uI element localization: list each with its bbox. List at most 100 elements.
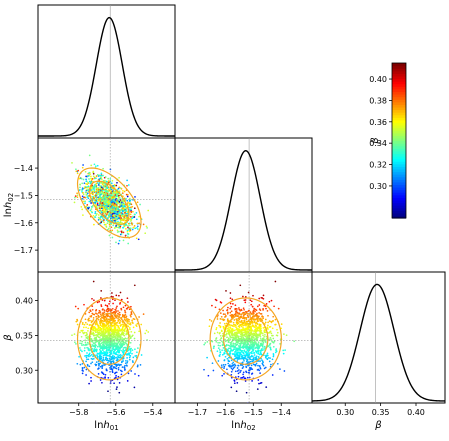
scatter-point	[90, 189, 93, 191]
scatter-point	[114, 348, 117, 350]
scatter-point	[239, 344, 242, 347]
scatter-point	[272, 337, 275, 340]
scatter-point	[269, 343, 271, 345]
scatter-point	[107, 376, 110, 379]
scatter-point	[96, 301, 99, 304]
scatter-point	[120, 217, 123, 219]
scatter-point	[275, 334, 278, 337]
scatter-point	[119, 187, 122, 189]
scatter-point	[91, 305, 94, 307]
scatter-point	[123, 197, 126, 200]
scatter-point	[114, 212, 117, 215]
scatter-point	[95, 182, 98, 185]
x-tick-label: −5.8	[69, 408, 88, 417]
scatter-point	[110, 214, 112, 216]
scatter-point	[230, 373, 233, 376]
scatter-point	[117, 215, 119, 218]
scatter-point	[96, 200, 98, 203]
scatter-point	[106, 340, 108, 343]
scatter-point	[95, 196, 98, 199]
x-tick-label: 0.35	[372, 408, 390, 417]
scatter-point	[110, 352, 113, 354]
colorbar-segment	[392, 179, 406, 183]
scatter-point	[232, 367, 235, 370]
scatter-point	[102, 219, 105, 222]
scatter-point	[98, 205, 101, 208]
scatter-point	[86, 337, 89, 340]
scatter-point	[95, 328, 98, 330]
scatter-point	[97, 216, 100, 219]
scatter-point	[252, 363, 255, 366]
scatter-point	[257, 343, 259, 346]
scatter-point	[105, 359, 108, 362]
scatter-point	[100, 347, 102, 349]
scatter-point	[90, 380, 92, 382]
scatter-point	[90, 376, 92, 379]
scatter-point	[274, 318, 277, 321]
scatter-point	[226, 320, 229, 322]
scatter-point	[293, 340, 296, 343]
scatter-point	[117, 312, 119, 315]
scatter-point	[127, 372, 130, 375]
scatter-point	[261, 363, 264, 366]
scatter-point	[121, 314, 124, 316]
scatter-point	[91, 211, 93, 214]
axis-label-beta: β	[374, 420, 382, 431]
scatter-point	[73, 333, 76, 335]
axis-label-lnh02: lnh02	[231, 420, 255, 432]
scatter-point	[243, 308, 245, 311]
scatter-point	[242, 317, 245, 320]
contour-68%	[88, 312, 130, 365]
scatter-point	[109, 190, 112, 193]
scatter-point	[120, 339, 122, 341]
scatter-point	[133, 318, 136, 321]
scatter-point	[130, 216, 132, 218]
scatter-point	[272, 355, 275, 358]
scatter-point	[238, 345, 240, 348]
scatter-point	[271, 340, 273, 343]
colorbar-segment	[392, 202, 406, 206]
scatter-point	[102, 347, 105, 349]
scatter-point	[97, 329, 99, 332]
scatter-point	[258, 365, 261, 368]
scatter-point	[242, 366, 245, 368]
scatter-point	[87, 181, 89, 184]
scatter-point	[92, 185, 95, 188]
scatter-point	[264, 334, 266, 336]
scatter-point	[99, 217, 102, 219]
scatter-point	[98, 364, 100, 367]
scatter-point	[228, 323, 231, 326]
scatter-point	[108, 324, 110, 327]
scatter-point	[82, 326, 85, 329]
scatter-point	[215, 327, 218, 329]
y-tick-label: −1.7	[14, 246, 33, 255]
scatter-point	[86, 343, 88, 346]
scatter-point	[118, 364, 120, 367]
scatter-point	[262, 317, 265, 320]
scatter-point	[258, 304, 261, 306]
scatter-point	[106, 308, 108, 311]
scatter-point	[254, 310, 256, 313]
scatter-point	[107, 307, 110, 310]
scatter-point	[112, 202, 114, 205]
scatter-point	[123, 207, 126, 210]
scatter-point	[247, 402, 249, 403]
colorbar-segment	[392, 187, 406, 191]
x-tick-label: 0.30	[336, 408, 354, 417]
scatter-point	[100, 177, 103, 179]
scatter-point	[258, 312, 260, 314]
colorbar-segment	[392, 212, 406, 217]
scatter-point	[112, 218, 114, 221]
scatter-point	[111, 179, 114, 182]
scatter-point	[252, 352, 255, 354]
scatter-point	[92, 190, 94, 193]
scatter-point	[238, 342, 241, 345]
scatter-point	[267, 321, 269, 324]
scatter-point	[127, 233, 130, 235]
scatter-point	[136, 364, 139, 367]
scatter-point	[103, 207, 105, 210]
scatter-point	[81, 195, 84, 198]
scatter-point	[128, 200, 131, 202]
scatter-point	[121, 349, 123, 352]
scatter-point	[114, 372, 116, 375]
